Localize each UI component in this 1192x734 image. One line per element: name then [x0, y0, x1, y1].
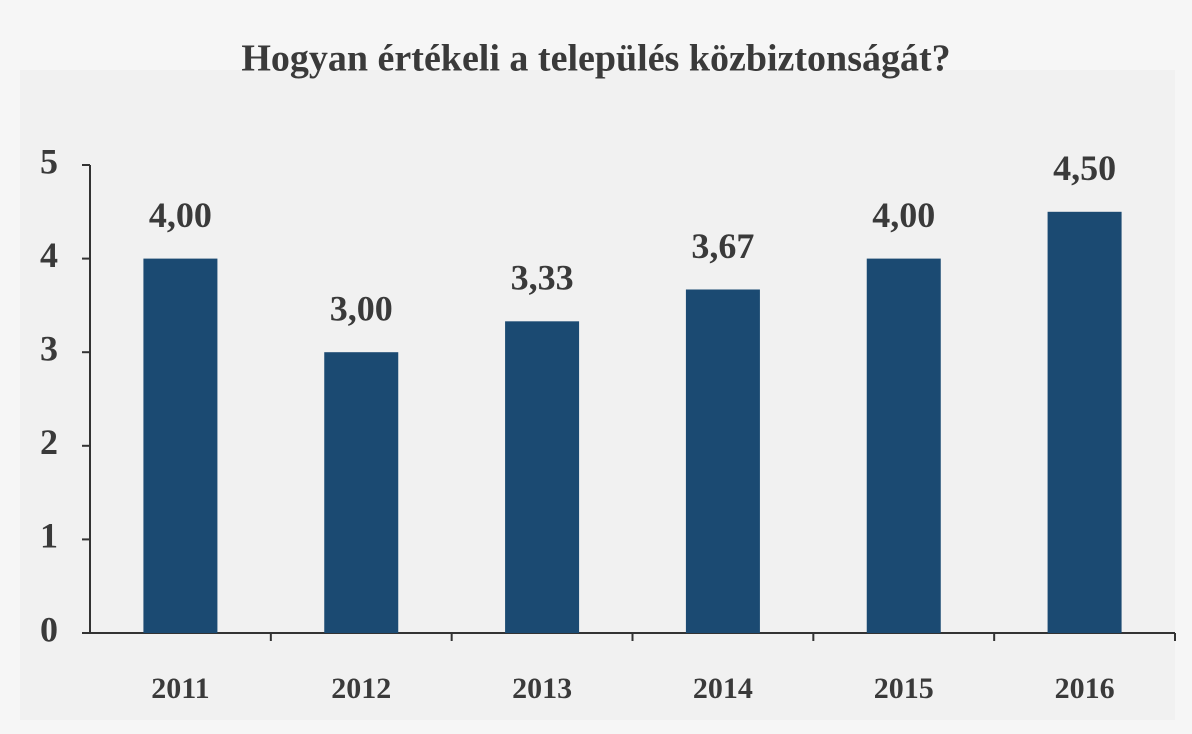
x-tick-label: 2015 — [874, 672, 934, 705]
value-label: 3,67 — [691, 226, 754, 266]
chart: Hogyan értékeli a település közbiztonság… — [0, 0, 1192, 734]
bar — [505, 321, 579, 633]
bar — [324, 352, 398, 633]
bar — [686, 289, 760, 633]
y-tick-label: 0 — [40, 609, 58, 649]
x-tick-label: 2011 — [151, 672, 209, 705]
x-tick-label: 2012 — [331, 672, 391, 705]
x-tick-label: 2013 — [512, 672, 572, 705]
y-tick-label: 5 — [40, 141, 58, 181]
value-label: 4,50 — [1053, 148, 1116, 188]
value-label: 4,00 — [872, 195, 935, 235]
x-tick-label: 2016 — [1055, 672, 1115, 705]
bar — [867, 259, 941, 633]
chart-title: Hogyan értékeli a település közbiztonság… — [241, 38, 950, 80]
y-tick-label: 1 — [40, 516, 58, 556]
bar — [143, 259, 217, 633]
bar — [1048, 212, 1122, 633]
y-tick-label: 4 — [40, 235, 58, 275]
y-tick-label: 2 — [40, 422, 58, 462]
value-label: 3,33 — [511, 258, 574, 298]
y-tick-label: 3 — [40, 328, 58, 368]
x-tick-label: 2014 — [693, 672, 753, 705]
value-label: 3,00 — [330, 288, 393, 328]
value-label: 4,00 — [149, 195, 212, 235]
